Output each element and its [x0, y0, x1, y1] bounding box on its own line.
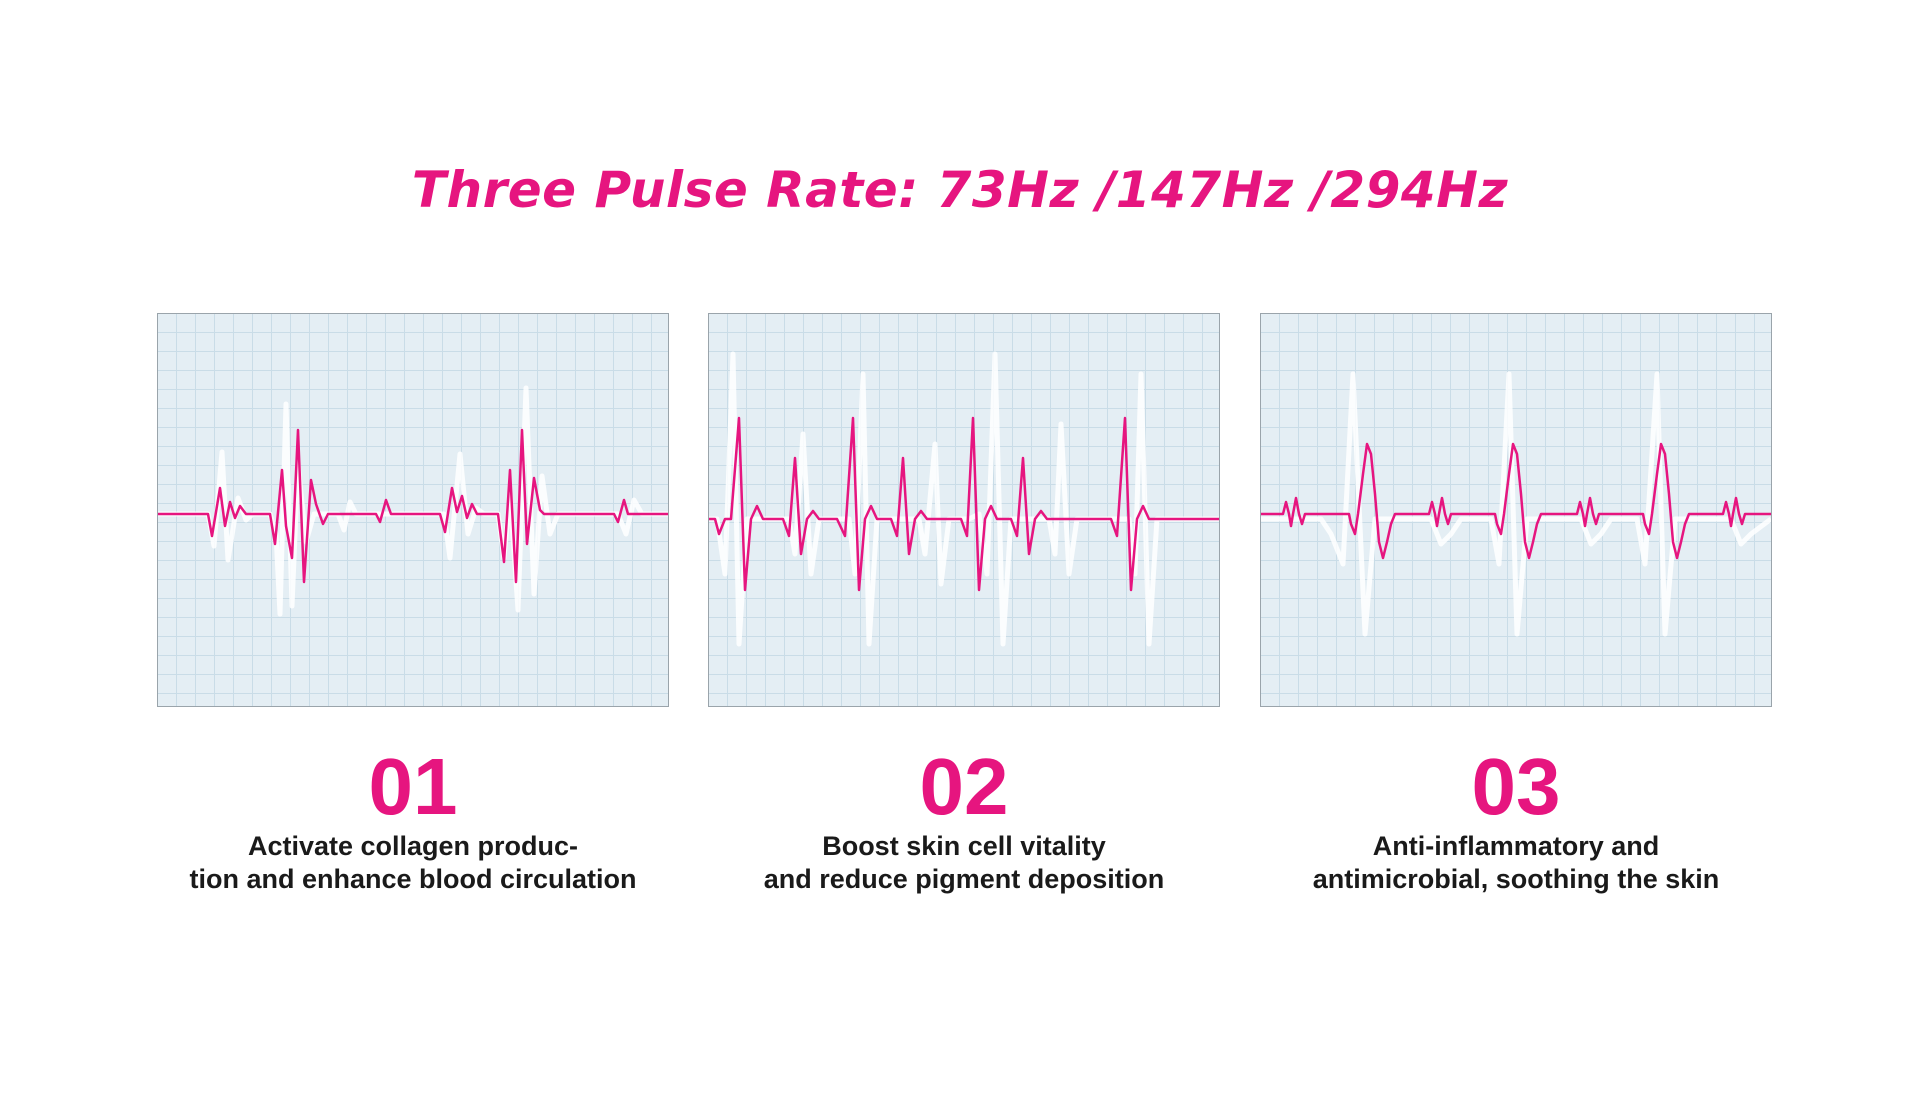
- waveform-73hz: [158, 385, 668, 617]
- waveform-147hz: [709, 351, 1219, 647]
- waveform-line: [709, 416, 1219, 592]
- description-line: tion and enhance blood circulation: [189, 864, 637, 894]
- waveform-panel-3: [1260, 313, 1772, 707]
- waveform-line: [1261, 442, 1771, 560]
- waveform-294hz: [1261, 371, 1771, 637]
- waveform-panel-1: [157, 313, 669, 707]
- description-line: Activate collagen produc-: [247, 831, 579, 861]
- step-description-01: Activate collagen produc- tion and enhan…: [133, 830, 693, 896]
- step-description-02: Boost skin cell vitality and reduce pigm…: [684, 830, 1244, 896]
- waveform-ghost-line: [1261, 371, 1771, 637]
- description-line: Boost skin cell vitality: [822, 831, 1106, 861]
- description-line: and reduce pigment deposition: [763, 864, 1165, 894]
- description-line: antimicrobial, soothing the skin: [1312, 864, 1720, 894]
- waveform-panel-2: [708, 313, 1220, 707]
- step-number-03: 03: [1471, 742, 1561, 831]
- step-number-02: 02: [919, 742, 1009, 831]
- page-title: Three Pulse Rate: 73Hz /147Hz /294Hz: [411, 161, 1509, 219]
- step-number-01: 01: [368, 742, 458, 831]
- description-line: Anti-inflammatory and: [1372, 831, 1660, 861]
- waveform-ghost-line: [709, 351, 1219, 647]
- step-description-03: Anti-inflammatory and antimicrobial, soo…: [1236, 830, 1796, 896]
- waveform-line: [158, 428, 668, 584]
- waveform-ghost-line: [158, 385, 668, 617]
